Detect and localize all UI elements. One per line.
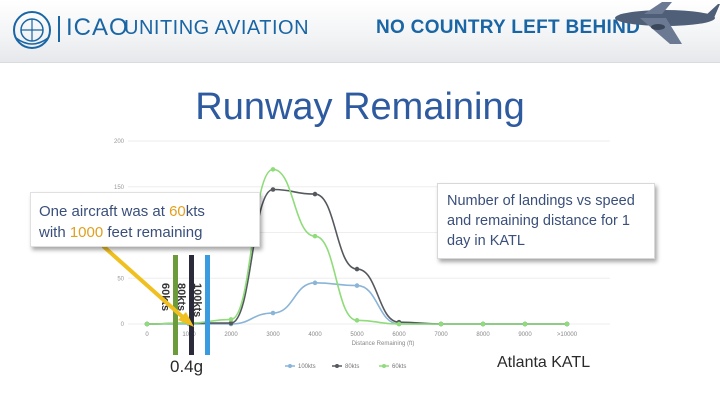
legend-marker — [382, 364, 386, 368]
data-point — [480, 321, 486, 327]
data-point — [270, 187, 276, 192]
data-point — [312, 233, 318, 239]
callout-left-text4: feet remaining — [103, 224, 203, 241]
x-tick-label: 7000 — [434, 332, 448, 338]
g-force-label: 0.4g — [170, 357, 204, 376]
x-tick-label: 3000 — [266, 332, 280, 338]
x-axis-label: Distance Remaining (ft) — [352, 341, 415, 347]
callout-right: Number of landings vs speed and remainin… — [437, 183, 655, 259]
speed-bar-100kts — [205, 255, 210, 355]
org-tagline: UNITING AVIATION — [124, 17, 310, 39]
data-point — [144, 321, 150, 327]
y-tick-label: 200 — [114, 139, 125, 145]
callout-left-distance: 1000 — [69, 224, 104, 241]
data-point — [438, 321, 444, 327]
x-tick-label: 5000 — [350, 332, 364, 338]
header-band: ICAO UNITING AVIATION NO COUNTRY LEFT BE… — [0, 0, 720, 63]
x-tick-label: 6000 — [392, 332, 406, 338]
speed-bar-60kts — [173, 255, 178, 355]
x-tick-label: 0 — [145, 332, 149, 338]
data-point — [354, 318, 360, 323]
icao-seal-icon — [13, 11, 51, 49]
data-point — [270, 167, 276, 172]
data-point — [354, 266, 360, 272]
legend-label: 80kts — [345, 364, 359, 370]
data-point — [270, 310, 276, 316]
callout-left: One aircraft was at 60kts with 1000 feet… — [30, 192, 260, 247]
legend-marker — [288, 364, 292, 368]
legend-label: 100kts — [298, 364, 316, 370]
data-point — [396, 321, 402, 327]
x-tick-label: 4000 — [308, 332, 322, 338]
x-tick-label: 8000 — [476, 332, 490, 338]
y-tick-label: 50 — [117, 276, 124, 282]
data-point — [564, 321, 570, 327]
airplane-icon — [615, 2, 720, 44]
callout-left-text1: One aircraft was at — [39, 203, 170, 220]
callout-left-text3: with — [39, 224, 70, 241]
x-tick-label: >10000 — [557, 332, 578, 338]
data-point — [228, 320, 234, 326]
x-tick-label: 9000 — [518, 332, 532, 338]
data-point — [228, 317, 234, 322]
y-tick-label: 0 — [121, 322, 125, 328]
header-divider — [58, 16, 60, 42]
x-tick-label: 2000 — [224, 332, 238, 338]
data-point — [312, 191, 318, 197]
y-tick-label: 150 — [114, 185, 125, 191]
speed-bar-80kts — [189, 255, 194, 355]
data-point — [354, 283, 360, 288]
callout-left-text2: kts — [185, 203, 205, 220]
callout-left-speed: 60 — [169, 203, 186, 220]
legend-marker — [335, 364, 339, 368]
data-point — [522, 321, 528, 327]
location-label: Atlanta KATL — [497, 354, 591, 371]
motto: NO COUNTRY LEFT BEHIND — [376, 17, 641, 38]
org-name: ICAO — [66, 14, 129, 41]
slide-title: Runway Remaining — [195, 86, 525, 128]
legend-label: 60kts — [392, 364, 406, 370]
data-point — [312, 280, 318, 286]
